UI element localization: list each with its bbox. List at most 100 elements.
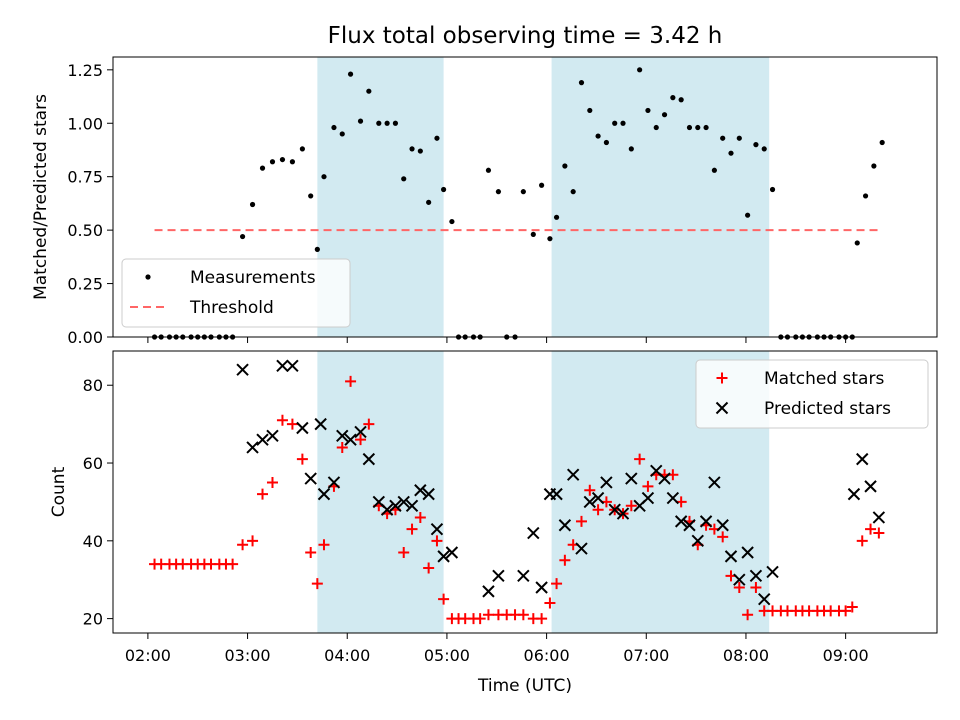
y-tick-label: 0.00	[67, 328, 103, 347]
matched-marker	[482, 609, 494, 621]
predicted-marker	[708, 476, 721, 489]
predicted-marker	[482, 585, 495, 598]
matched-marker	[474, 613, 486, 625]
data-point	[520, 189, 526, 195]
y-tick-label: 1.25	[67, 61, 103, 80]
x-tick-label: 06:00	[524, 646, 570, 665]
x-tick-label: 03:00	[225, 646, 271, 665]
predicted-marker	[445, 546, 459, 559]
predicted-marker	[591, 491, 605, 505]
predicted-marker	[716, 519, 729, 532]
data-point	[449, 218, 455, 225]
x-tick-label: 07:00	[623, 646, 669, 665]
data-point	[562, 163, 568, 169]
data-point	[366, 88, 372, 94]
predicted-marker	[749, 569, 763, 583]
ratio-y-axis-label: Matched/Predicted stars	[31, 94, 51, 300]
legend-label: Matched stars	[764, 369, 884, 389]
matched-marker	[742, 609, 754, 621]
legend-label: Measurements	[190, 268, 316, 288]
data-point	[269, 159, 276, 165]
data-point	[314, 246, 320, 252]
matched-marker	[355, 434, 367, 446]
data-point	[376, 120, 382, 126]
matched-marker	[257, 488, 269, 500]
matched-marker	[536, 613, 548, 625]
predicted-marker	[362, 452, 376, 466]
predicted-marker	[336, 429, 349, 443]
data-point	[720, 135, 726, 141]
data-point	[703, 124, 709, 131]
matched-marker	[840, 605, 852, 617]
data-point	[547, 236, 553, 242]
predicted-marker	[256, 433, 269, 446]
matched-marker	[431, 535, 443, 547]
predicted-marker	[389, 499, 402, 513]
predicted-marker	[600, 476, 613, 489]
predicted-marker	[699, 515, 713, 528]
matched-marker	[398, 546, 410, 558]
data-point	[308, 193, 314, 199]
data-point	[530, 231, 536, 238]
predicted-marker	[266, 429, 279, 443]
predicted-marker	[430, 522, 444, 536]
data-point	[879, 139, 885, 146]
predicted-marker	[236, 363, 249, 376]
matched-marker	[584, 484, 596, 496]
matched-marker	[559, 554, 571, 566]
matched-marker	[733, 581, 745, 593]
predicted-marker	[641, 491, 655, 505]
predicted-marker	[327, 476, 341, 489]
predicted-marker	[872, 511, 886, 524]
data-point	[570, 189, 576, 195]
data-point	[761, 146, 767, 152]
predicted-marker	[766, 565, 779, 579]
data-point	[736, 135, 742, 141]
data-point	[587, 107, 593, 114]
y-tick-label: 20	[83, 610, 103, 629]
predicted-marker	[658, 472, 671, 485]
data-point	[426, 199, 432, 205]
data-point	[661, 112, 668, 118]
matched-marker	[642, 480, 654, 492]
predicted-marker	[758, 592, 771, 606]
matched-marker	[237, 539, 249, 551]
predicted-marker	[550, 487, 563, 501]
predicted-marker	[666, 491, 680, 505]
data-point	[695, 124, 701, 131]
matched-marker	[318, 539, 330, 551]
predicted-marker	[317, 487, 331, 501]
y-tick-label: 80	[83, 376, 103, 395]
matched-marker	[363, 418, 375, 430]
y-tick-label: 40	[83, 532, 103, 551]
count-legend: Matched stars Predicted stars	[695, 359, 929, 429]
predicted-marker	[286, 359, 299, 372]
data-point	[339, 131, 345, 137]
legend-label: Threshold	[189, 298, 274, 318]
matched-marker	[873, 527, 885, 539]
data-point	[603, 139, 610, 146]
data-point	[620, 120, 626, 126]
predicted-marker	[535, 581, 548, 594]
matched-marker	[846, 601, 858, 613]
predicted-marker	[344, 433, 357, 446]
matched-marker	[305, 546, 317, 558]
data-point	[384, 120, 390, 126]
data-point	[259, 165, 266, 171]
y-tick-label: 0.25	[67, 275, 103, 294]
matched-marker	[551, 578, 563, 590]
data-point	[417, 148, 423, 154]
predicted-marker	[741, 546, 754, 559]
matched-marker	[544, 597, 556, 609]
matched-marker	[634, 453, 646, 465]
predicted-marker	[691, 534, 704, 548]
data-point	[711, 167, 717, 173]
data-point	[485, 167, 492, 173]
predicted-marker	[422, 487, 435, 501]
matched-marker	[406, 523, 418, 535]
x-tick-label: 02:00	[125, 646, 171, 665]
count-panel: 20 40 60 80 02:00 03:00 04:00 05:00 06:00 07:00 08…	[49, 350, 938, 696]
matched-marker	[247, 535, 259, 547]
predicted-marker	[856, 452, 869, 466]
matched-marker	[286, 418, 298, 430]
